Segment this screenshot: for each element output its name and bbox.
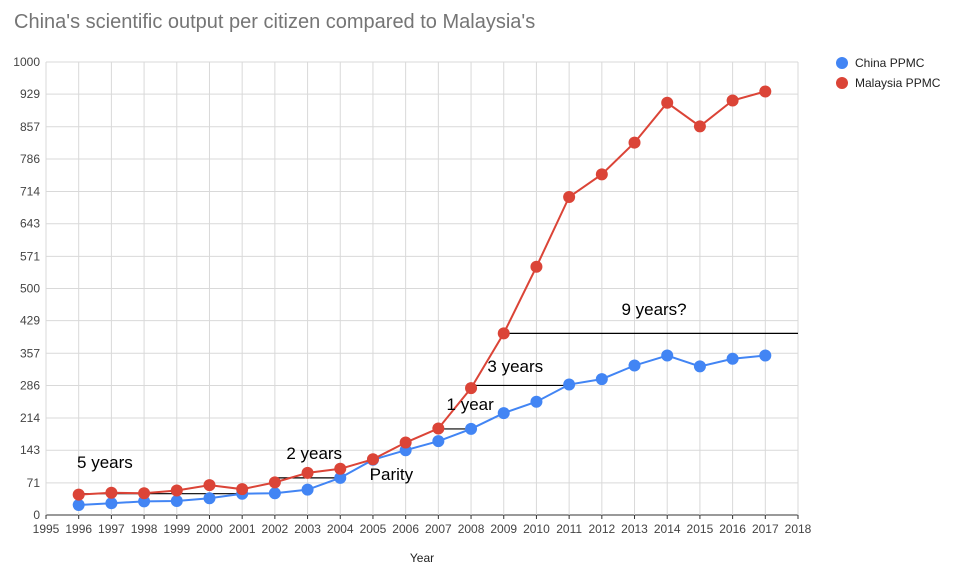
x-tick-label: 2001	[229, 522, 256, 536]
grid-lines	[45, 61, 799, 516]
data-point-malaysia[interactable]	[301, 466, 314, 479]
annotation-labels: 5 years 2 years Parity 1 year 3 years 9 years…	[77, 300, 687, 484]
y-tick-label: 929	[20, 87, 40, 101]
y-tick-label: 1000	[13, 55, 40, 69]
x-tick-label: 1997	[98, 522, 125, 536]
x-tick-label: 2006	[392, 522, 419, 536]
y-tick-label: 214	[20, 411, 40, 425]
data-point-china[interactable]	[268, 487, 281, 500]
data-point-malaysia[interactable]	[72, 488, 85, 501]
axes: 0 71 143 214 286 357 429 500 571 643 714 786 857 929 1…	[13, 55, 811, 565]
data-point-china[interactable]	[432, 435, 445, 448]
data-point-malaysia[interactable]	[530, 260, 543, 273]
data-point-malaysia[interactable]	[432, 422, 445, 435]
x-axis-label: Year	[410, 551, 434, 565]
x-tick-label: 1995	[33, 522, 60, 536]
data-point-china[interactable]	[105, 497, 118, 510]
legend-marker	[836, 77, 848, 89]
legend: China PPMC Malaysia PPMC	[836, 56, 941, 90]
x-tick-label: 2016	[719, 522, 746, 536]
data-point-malaysia[interactable]	[170, 484, 183, 497]
data-point-malaysia[interactable]	[138, 487, 151, 500]
data-point-malaysia[interactable]	[759, 85, 772, 98]
data-point-china[interactable]	[595, 373, 608, 386]
y-tick-label: 286	[20, 378, 40, 392]
data-point-malaysia[interactable]	[661, 96, 674, 109]
legend-marker	[836, 57, 848, 69]
x-tick-label: 2013	[621, 522, 648, 536]
x-tick-label: 2018	[785, 522, 812, 536]
x-tick-label: 2004	[327, 522, 354, 536]
x-tick-label: 2002	[262, 522, 289, 536]
x-tick-label: 1996	[65, 522, 92, 536]
data-point-malaysia[interactable]	[465, 382, 478, 395]
data-point-china[interactable]	[628, 359, 641, 372]
annotation-label: 2 years	[286, 444, 342, 463]
x-tick-label: 2014	[654, 522, 681, 536]
data-point-china[interactable]	[693, 360, 706, 373]
y-tick-label: 357	[20, 346, 40, 360]
data-point-china[interactable]	[465, 422, 478, 435]
data-point-china[interactable]	[661, 349, 674, 362]
annotation-label: 3 years	[487, 357, 543, 376]
data-point-malaysia[interactable]	[105, 486, 118, 499]
x-tick-label: 2009	[490, 522, 517, 536]
data-point-malaysia[interactable]	[366, 453, 379, 466]
data-point-china[interactable]	[301, 483, 314, 496]
data-point-malaysia[interactable]	[726, 94, 739, 107]
data-point-malaysia[interactable]	[268, 476, 281, 489]
y-tick-label: 571	[20, 249, 40, 263]
x-tick-label: 1999	[163, 522, 190, 536]
x-tick-label: 1998	[131, 522, 158, 536]
data-point-malaysia[interactable]	[693, 120, 706, 133]
data-point-china[interactable]	[759, 349, 772, 362]
y-tick-label: 71	[27, 476, 41, 490]
y-tick-label: 857	[20, 120, 40, 134]
y-tick-label: 643	[20, 217, 40, 231]
series	[72, 85, 772, 512]
x-tick-label: 2017	[752, 522, 779, 536]
data-point-china[interactable]	[530, 395, 543, 408]
data-point-china[interactable]	[203, 492, 216, 505]
data-point-china[interactable]	[563, 378, 576, 391]
data-point-malaysia[interactable]	[203, 479, 216, 492]
chart-title: China's scientific output per citizen co…	[14, 11, 536, 33]
annotation-label: Parity	[370, 465, 414, 484]
data-point-malaysia[interactable]	[563, 190, 576, 203]
annotation-label: 5 years	[77, 453, 133, 472]
series-line-malaysia	[78, 90, 766, 496]
y-tick-label: 429	[20, 314, 40, 328]
data-point-china[interactable]	[334, 471, 347, 484]
data-point-malaysia[interactable]	[497, 327, 510, 340]
legend-label: China PPMC	[855, 56, 925, 70]
x-tick-label: 2008	[458, 522, 485, 536]
x-tick-label: 2005	[360, 522, 387, 536]
y-tick-label: 786	[20, 152, 40, 166]
x-tick-label: 2003	[294, 522, 321, 536]
annotation-label: 1 year	[447, 395, 495, 414]
y-tick-label: 0	[33, 508, 40, 522]
y-tick-label: 500	[20, 282, 40, 296]
legend-label: Malaysia PPMC	[855, 76, 941, 90]
x-tick-label: 2011	[556, 522, 582, 536]
series-line-china	[78, 354, 766, 507]
x-tick-label: 2010	[523, 522, 550, 536]
x-tick-label: 2012	[588, 522, 615, 536]
x-tick-label: 2000	[196, 522, 223, 536]
data-point-malaysia[interactable]	[399, 436, 412, 449]
data-point-malaysia[interactable]	[236, 483, 249, 496]
x-tick-label: 2015	[687, 522, 714, 536]
annotation-label: 9 years?	[621, 300, 686, 319]
data-point-china[interactable]	[170, 494, 183, 507]
y-tick-label: 714	[20, 185, 40, 199]
data-point-china[interactable]	[497, 407, 510, 420]
data-point-malaysia[interactable]	[334, 462, 347, 475]
y-tick-label: 143	[20, 443, 40, 457]
data-point-malaysia[interactable]	[628, 136, 641, 149]
data-point-china[interactable]	[72, 499, 85, 512]
data-point-china[interactable]	[726, 352, 739, 365]
x-tick-label: 2007	[425, 522, 452, 536]
data-point-malaysia[interactable]	[595, 168, 608, 181]
